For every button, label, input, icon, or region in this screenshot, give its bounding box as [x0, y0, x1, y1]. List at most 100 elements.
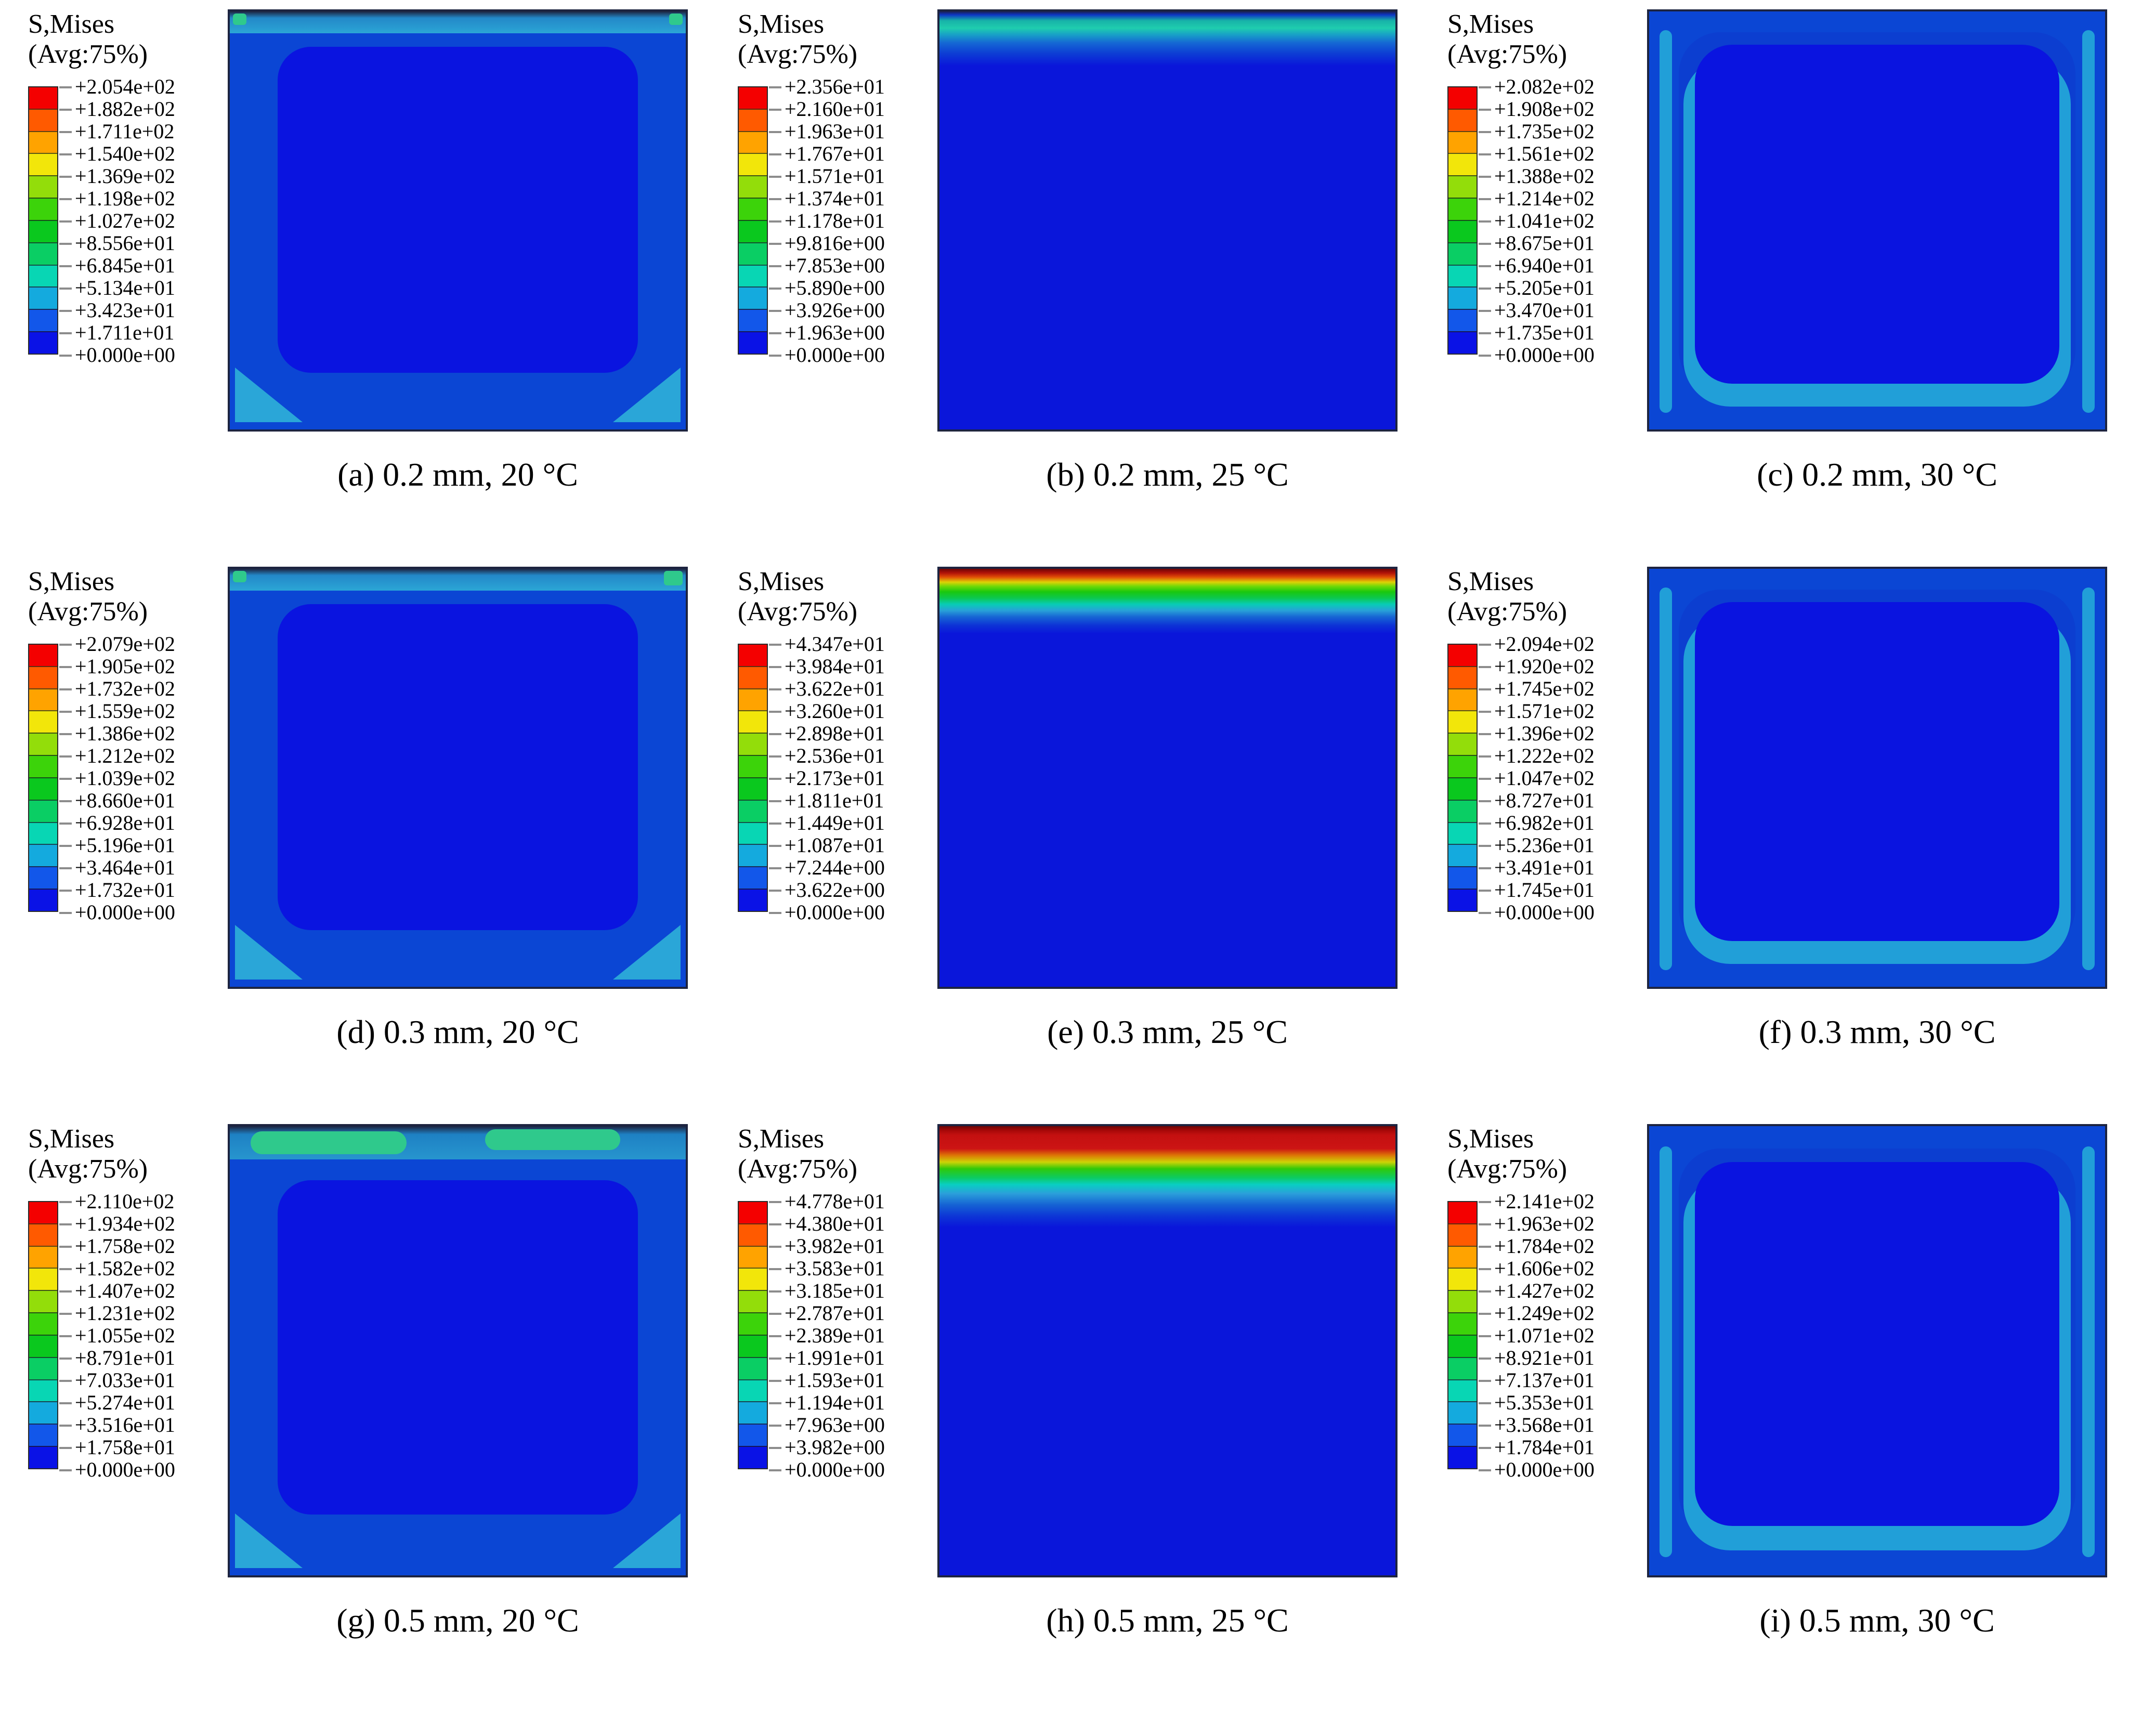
colorbar-labels: +2.110e+02 +1.934e+02 +1.758e+02 +1.582e+02…	[75, 1190, 175, 1481]
colorbar-labels: +2.141e+02 +1.963e+02 +1.784e+02 +1.606e+02…	[1494, 1190, 1595, 1481]
contour-plot-b	[937, 9, 1397, 432]
cyan-edge-streak	[2082, 588, 2095, 970]
colorbar-labels: +2.094e+02 +1.920e+02 +1.745e+02 +1.571e+02…	[1494, 632, 1595, 924]
colorbar-ticks	[1479, 644, 1491, 914]
panel-caption: (d) 0.3 mm, 20 °C	[336, 1013, 579, 1050]
colorbar-ticks	[59, 644, 72, 914]
colorbar-block: +2.141e+02 +1.963e+02 +1.784e+02 +1.606e+02…	[1441, 1190, 1628, 1483]
green-spot	[664, 571, 683, 585]
contour-plot-g	[228, 1124, 688, 1577]
colorbar-labels: +2.082e+02 +1.908e+02 +1.735e+02 +1.561e+02…	[1494, 75, 1595, 367]
legend-field-label: S,Mises	[1447, 9, 1534, 39]
low-stress-core	[278, 47, 638, 373]
colorbar-block: +2.079e+02 +1.905e+02 +1.732e+02 +1.559e+02…	[22, 632, 209, 926]
legend-i: S,Mises (Avg:75%) +2.141e+02 +1.963e+02 +1…	[1441, 1124, 1628, 1577]
legend-field-label: S,Mises	[738, 567, 825, 596]
contour-plot-c	[1647, 9, 2107, 432]
colorbar	[28, 644, 58, 912]
green-spot	[233, 571, 246, 582]
green-blob	[485, 1129, 621, 1150]
figure-grid: S,Mises (Avg:75%) +2.054e+02 +1.882e+02 +1…	[22, 9, 2142, 1640]
panel-caption: (e) 0.3 mm, 25 °C	[1047, 1013, 1288, 1050]
legend-field-label: S,Mises	[1447, 1124, 1534, 1154]
legend-c: S,Mises (Avg:75%) +2.082e+02 +1.908e+02 +1…	[1441, 9, 1628, 432]
colorbar-block: +2.082e+02 +1.908e+02 +1.735e+02 +1.561e+02…	[1441, 75, 1628, 369]
cyan-corner	[613, 925, 681, 980]
panel-f: S,Mises (Avg:75%) +2.094e+02 +1.920e+02 +1…	[1441, 567, 2142, 1051]
low-stress-core	[1694, 1162, 2060, 1526]
colorbar	[738, 86, 768, 355]
green-spot	[233, 14, 246, 25]
legend-avg-label: (Avg:75%)	[1447, 40, 1568, 69]
low-stress-core	[1694, 45, 2060, 384]
legend-field-label: S,Mises	[738, 1124, 825, 1154]
panel-caption: (c) 0.2 mm, 30 °C	[1757, 456, 1997, 493]
colorbar-block: +4.778e+01 +4.380e+01 +3.982e+01 +3.583e+01…	[732, 1190, 919, 1483]
colorbar-labels: +2.079e+02 +1.905e+02 +1.732e+02 +1.559e+02…	[75, 632, 175, 924]
contour-plot-h	[937, 1124, 1397, 1577]
contour-plot-d	[228, 567, 688, 989]
legend-field-label: S,Mises	[1447, 567, 1534, 596]
green-spot	[669, 14, 683, 25]
colorbar-labels: +4.778e+01 +4.380e+01 +3.982e+01 +3.583e+01…	[785, 1190, 885, 1481]
panel-caption: (f) 0.3 mm, 30 °C	[1758, 1013, 1996, 1050]
colorbar-block: +4.347e+01 +3.984e+01 +3.622e+01 +3.260e+01…	[732, 632, 919, 926]
legend-b: S,Mises (Avg:75%) +2.356e+01 +2.160e+01 +1…	[732, 9, 919, 432]
panel-c: S,Mises (Avg:75%) +2.082e+02 +1.908e+02 +1…	[1441, 9, 2142, 494]
contour-plot-f	[1647, 567, 2107, 989]
top-stress-band	[230, 569, 686, 591]
cyan-edge-streak	[2082, 30, 2095, 413]
cyan-edge-streak	[1660, 30, 1672, 413]
cyan-edge-streak	[2082, 1146, 2095, 1558]
panel-h: S,Mises (Avg:75%) +4.778e+01 +4.380e+01 +3…	[732, 1124, 1441, 1640]
colorbar	[1447, 86, 1478, 355]
legend-avg-label: (Avg:75%)	[28, 1154, 148, 1184]
colorbar	[1447, 644, 1478, 912]
panel-e: S,Mises (Avg:75%) +4.347e+01 +3.984e+01 +3…	[732, 567, 1441, 1051]
colorbar-block: +2.054e+02 +1.882e+02 +1.711e+02 +1.540e+02…	[22, 75, 209, 369]
low-stress-core	[1694, 602, 2060, 941]
colorbar	[1447, 1201, 1478, 1469]
legend-avg-label: (Avg:75%)	[1447, 1154, 1568, 1184]
top-stress-band	[230, 11, 686, 33]
panel-a: S,Mises (Avg:75%) +2.054e+02 +1.882e+02 +1…	[22, 9, 732, 494]
colorbar-labels: +2.356e+01 +2.160e+01 +1.963e+01 +1.767e+01…	[785, 75, 885, 367]
legend-avg-label: (Avg:75%)	[738, 1154, 858, 1184]
colorbar-ticks	[769, 1201, 781, 1471]
colorbar	[28, 86, 58, 355]
legend-g: S,Mises (Avg:75%) +2.110e+02 +1.934e+02 +1…	[22, 1124, 209, 1577]
colorbar	[28, 1201, 58, 1469]
legend-field-label: S,Mises	[738, 9, 825, 39]
legend-h: S,Mises (Avg:75%) +4.778e+01 +4.380e+01 +3…	[732, 1124, 919, 1577]
colorbar-ticks	[1479, 86, 1491, 357]
green-blob	[251, 1131, 407, 1154]
legend-field-label: S,Mises	[28, 9, 115, 39]
panel-caption: (g) 0.5 mm, 20 °C	[336, 1602, 579, 1639]
panel-caption: (a) 0.2 mm, 20 °C	[337, 456, 578, 493]
low-stress-core	[278, 604, 638, 931]
legend-avg-label: (Avg:75%)	[738, 597, 858, 626]
cyan-corner	[613, 1513, 681, 1568]
colorbar-labels: +2.054e+02 +1.882e+02 +1.711e+02 +1.540e+02…	[75, 75, 175, 367]
legend-field-label: S,Mises	[28, 1124, 115, 1154]
colorbar-block: +2.356e+01 +2.160e+01 +1.963e+01 +1.767e+01…	[732, 75, 919, 369]
contour-plot-a	[228, 9, 688, 432]
colorbar	[738, 644, 768, 912]
panel-caption: (i) 0.5 mm, 30 °C	[1759, 1602, 1995, 1639]
cyan-corner	[613, 368, 681, 422]
colorbar-ticks	[59, 1201, 72, 1471]
panel-g: S,Mises (Avg:75%) +2.110e+02 +1.934e+02 +1…	[22, 1124, 732, 1640]
legend-avg-label: (Avg:75%)	[1447, 597, 1568, 626]
colorbar	[738, 1201, 768, 1469]
colorbar-ticks	[59, 86, 72, 357]
legend-e: S,Mises (Avg:75%) +4.347e+01 +3.984e+01 +3…	[732, 567, 919, 989]
colorbar-ticks	[769, 86, 781, 357]
legend-d: S,Mises (Avg:75%) +2.079e+02 +1.905e+02 +1…	[22, 567, 209, 989]
panel-caption: (h) 0.5 mm, 25 °C	[1046, 1602, 1289, 1639]
contour-plot-e	[937, 567, 1397, 989]
cyan-corner	[235, 1513, 303, 1568]
panel-b: S,Mises (Avg:75%) +2.356e+01 +2.160e+01 +1…	[732, 9, 1441, 494]
cyan-edge-streak	[1660, 588, 1672, 970]
colorbar-ticks	[769, 644, 781, 914]
legend-avg-label: (Avg:75%)	[28, 597, 148, 626]
